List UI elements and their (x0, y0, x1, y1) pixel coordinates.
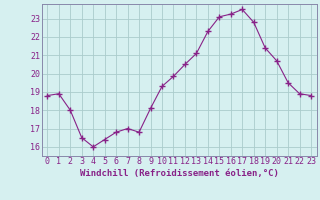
X-axis label: Windchill (Refroidissement éolien,°C): Windchill (Refroidissement éolien,°C) (80, 169, 279, 178)
